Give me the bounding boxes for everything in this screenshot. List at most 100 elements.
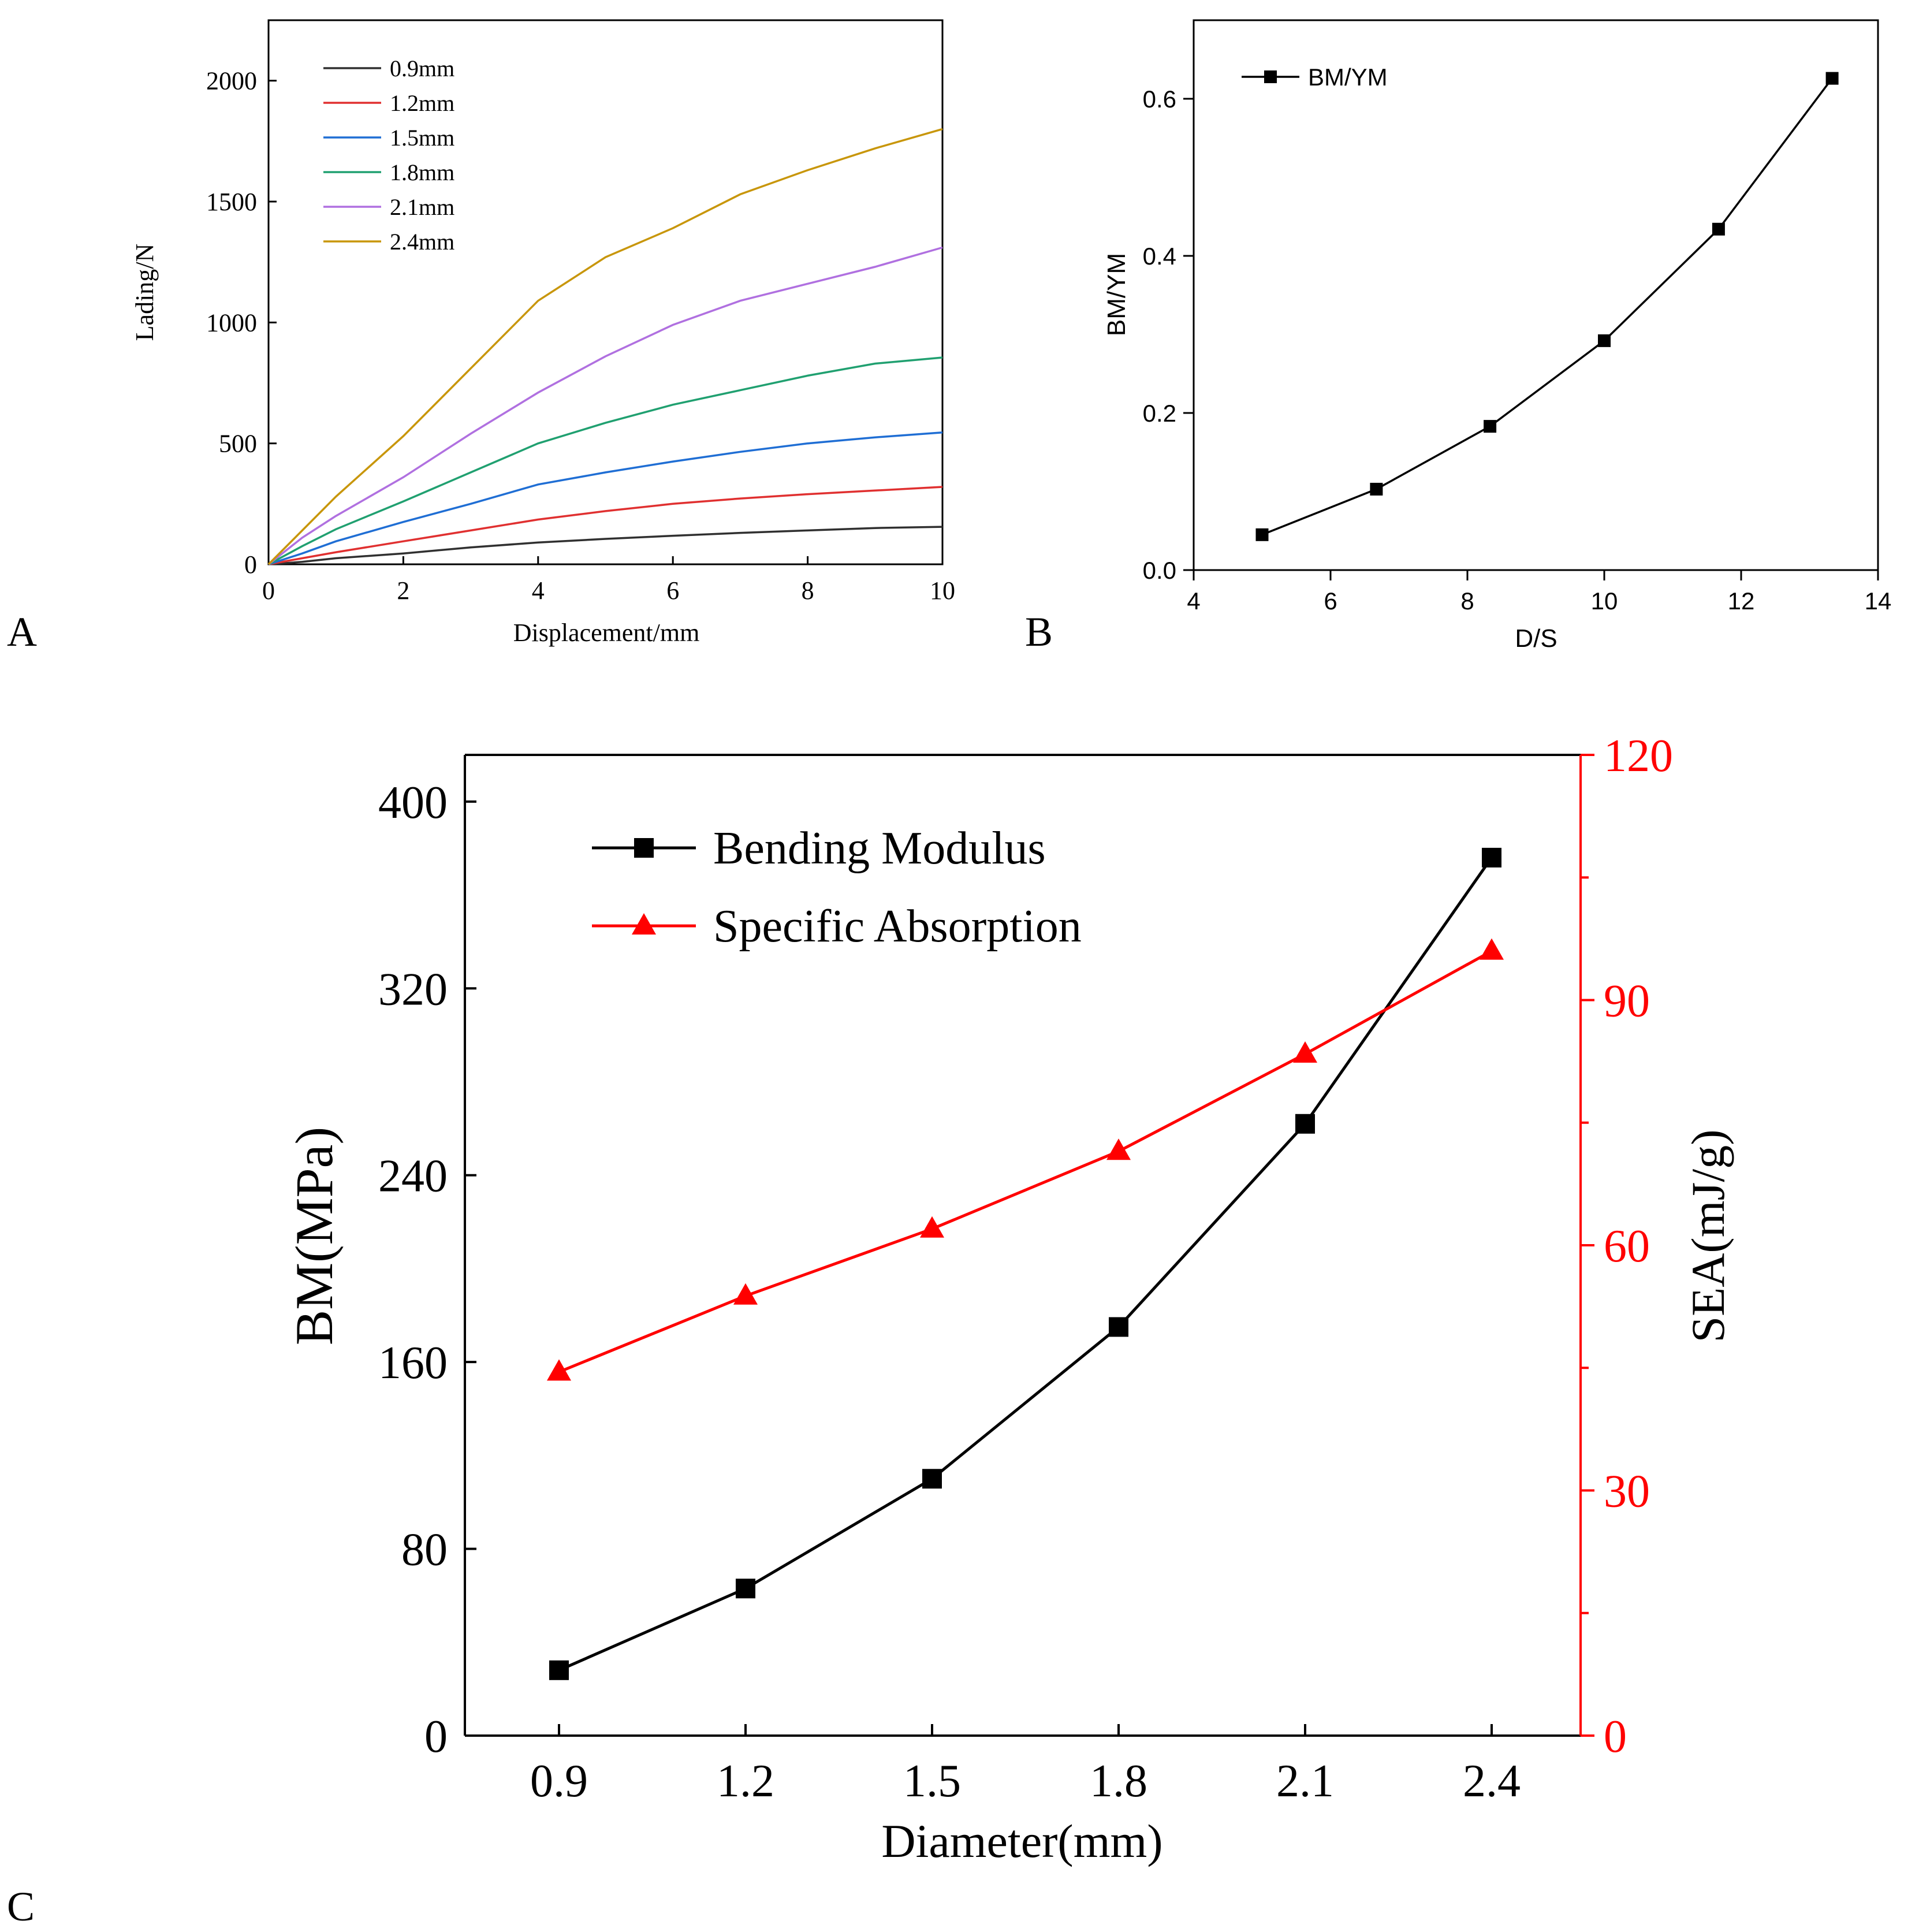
chart-a-x-axis-label: Displacement/mm [513, 619, 700, 647]
chart-a-y-tick-label: 0 [244, 550, 257, 579]
panel-letter-b: B [1025, 609, 1053, 655]
chart-b-series [1255, 72, 1839, 541]
chart-c-x-tick-label: 2.1 [1276, 1756, 1334, 1807]
chart-c-bm-marker [549, 1660, 569, 1680]
chart-c-legend-marker [632, 913, 656, 935]
chart-a-y-tick-label: 1000 [206, 308, 257, 337]
chart-c-x-tick-label: 1.2 [717, 1756, 774, 1807]
chart-b: 4 6 8 10 12 14 0.0 0.2 0.4 0.6 BM/YM D/S BM/YM [1102, 19, 1892, 653]
chart-b-y-tick-label: 0.4 [1143, 243, 1176, 270]
chart-b-data-point [1825, 72, 1839, 85]
chart-c-x-axis-label: Diameter(mm) [881, 1815, 1162, 1867]
chart-c-y2-tick-label: 60 [1604, 1221, 1650, 1272]
chart-a-legend-label: 2.4mm [390, 229, 454, 255]
chart-c-y-tick-label: 160 [378, 1338, 448, 1388]
chart-b-ticks: 4 6 8 10 12 14 0.0 0.2 0.4 0.6 [1143, 85, 1892, 615]
chart-a-x-tick-label: 10 [930, 576, 955, 605]
chart-b-legend-marker [1264, 70, 1277, 83]
chart-b-x-axis-label: D/S [1515, 624, 1557, 653]
chart-a-y-tick-label: 2000 [206, 67, 257, 95]
chart-b-legend-label: BM/YM [1308, 64, 1388, 91]
chart-c-bm-marker [922, 1469, 942, 1489]
chart-b-y-tick-label: 0.0 [1143, 557, 1176, 584]
chart-c-legend-marker [634, 838, 654, 858]
chart-c-sea-line [558, 950, 1493, 1373]
chart-b-x-tick-label: 10 [1591, 587, 1618, 615]
chart-a-x-tick-label: 8 [802, 576, 814, 605]
chart-a-legend-label: 1.5mm [390, 125, 454, 151]
chart-c-ticks: 0.9 1.2 1.5 1.8 2.1 2.4 0 80 160 240 320 400 0 30 60 90… [378, 731, 1673, 1807]
chart-c-y-tick-label: 80 [401, 1525, 448, 1576]
chart-a-series-line [267, 246, 943, 565]
chart-b-y-tick-label: 0.6 [1143, 85, 1176, 113]
chart-c-sea-marker [733, 1283, 758, 1305]
panel-letter-c: C [7, 1883, 35, 1930]
chart-a: 0 2 4 6 8 10 0 500 1000 1500 2000 0.9mm 1.2mm 1.5mm 1… [131, 19, 955, 647]
chart-a-x-tick-label: 0 [262, 576, 275, 605]
chart-c-sea-marker [1106, 1138, 1131, 1160]
chart-b-data-point [1370, 482, 1383, 496]
chart-c-x-tick-label: 1.5 [903, 1756, 961, 1807]
chart-a-series-line [268, 526, 943, 565]
chart-a-series-line [268, 356, 943, 565]
chart-a-y-tick-label: 1500 [206, 188, 257, 216]
chart-a-series-line [267, 128, 943, 565]
chart-c-y-tick-label: 240 [378, 1151, 448, 1202]
chart-b-legend: BM/YM [1242, 64, 1388, 91]
chart-c-right-axis-label: SEA(mJ/g) [1682, 1130, 1734, 1343]
chart-c-y2-tick-label: 30 [1604, 1466, 1650, 1517]
chart-c-x-tick-label: 1.8 [1090, 1756, 1147, 1807]
chart-c-y2-tick-label: 120 [1604, 731, 1673, 781]
chart-a-legend-label: 0.9mm [390, 55, 454, 81]
chart-a-series-line [268, 486, 943, 565]
chart-c-y-tick-label: 400 [378, 777, 448, 828]
chart-c-bm-line [558, 857, 1493, 1672]
chart-a-legend: 0.9mm 1.2mm 1.5mm 1.8mm 2.1mm 2.4mm [323, 55, 454, 255]
panel-letter-a: A [7, 609, 37, 655]
chart-b-series-line [1261, 77, 1833, 536]
chart-a-legend-label: 1.8mm [390, 159, 454, 185]
chart-b-x-tick-label: 4 [1187, 587, 1200, 615]
chart-a-x-tick-label: 2 [397, 576, 409, 605]
chart-a-y-axis-label: Lading/N [131, 244, 159, 341]
chart-c-y2-tick-label: 90 [1604, 976, 1650, 1027]
chart-c-sea-marker [547, 1359, 571, 1381]
chart-a-plot-frame [267, 19, 944, 565]
chart-a-x-tick-label: 6 [666, 576, 679, 605]
chart-c-legend-label: Specific Absorption [713, 901, 1082, 952]
chart-b-x-tick-label: 6 [1324, 587, 1337, 615]
chart-c-bm-marker [1109, 1317, 1128, 1337]
chart-a-y-tick-label: 500 [219, 430, 257, 458]
chart-a-series-line [268, 431, 943, 565]
chart-a-x-tick-label: 4 [532, 576, 545, 605]
chart-c-series [547, 847, 1504, 1680]
chart-c-bm-marker [1295, 1114, 1315, 1134]
chart-b-x-tick-label: 14 [1865, 587, 1892, 615]
chart-b-data-point [1484, 420, 1497, 433]
chart-a-legend-label: 1.2mm [390, 90, 454, 116]
chart-a-ticks: 0 2 4 6 8 10 0 500 1000 1500 2000 [206, 67, 955, 605]
chart-c-bm-marker [736, 1579, 755, 1599]
chart-c: 0.9 1.2 1.5 1.8 2.1 2.4 0 80 160 240 320 400 0 30 60 90… [285, 731, 1734, 1867]
chart-c-x-tick-label: 0.9 [530, 1756, 588, 1807]
chart-c-legend-label: Bending Modulus [713, 823, 1046, 874]
chart-b-data-point [1712, 222, 1725, 236]
chart-c-y2-tick-label: 0 [1604, 1711, 1627, 1762]
chart-a-series [267, 128, 943, 565]
chart-b-data-point [1255, 528, 1269, 541]
chart-c-x-tick-label: 2.4 [1463, 1756, 1521, 1807]
chart-b-x-tick-label: 12 [1728, 587, 1755, 615]
chart-c-sea-marker [1480, 938, 1504, 960]
chart-c-left-axis-label: BM(MPa) [285, 1127, 344, 1345]
chart-b-y-tick-label: 0.2 [1143, 400, 1176, 427]
chart-c-y-tick-label: 320 [378, 964, 448, 1015]
chart-c-sea-marker [1293, 1041, 1317, 1063]
chart-c-bm-marker [1482, 847, 1501, 868]
chart-b-x-tick-label: 8 [1460, 587, 1474, 615]
chart-c-sea-marker [920, 1216, 944, 1238]
chart-c-y-tick-label: 0 [424, 1711, 448, 1762]
chart-b-data-point [1598, 334, 1611, 347]
chart-b-y-axis-label: BM/YM [1102, 253, 1131, 336]
chart-c-legend: Bending Modulus Specific Absorption [592, 823, 1082, 952]
